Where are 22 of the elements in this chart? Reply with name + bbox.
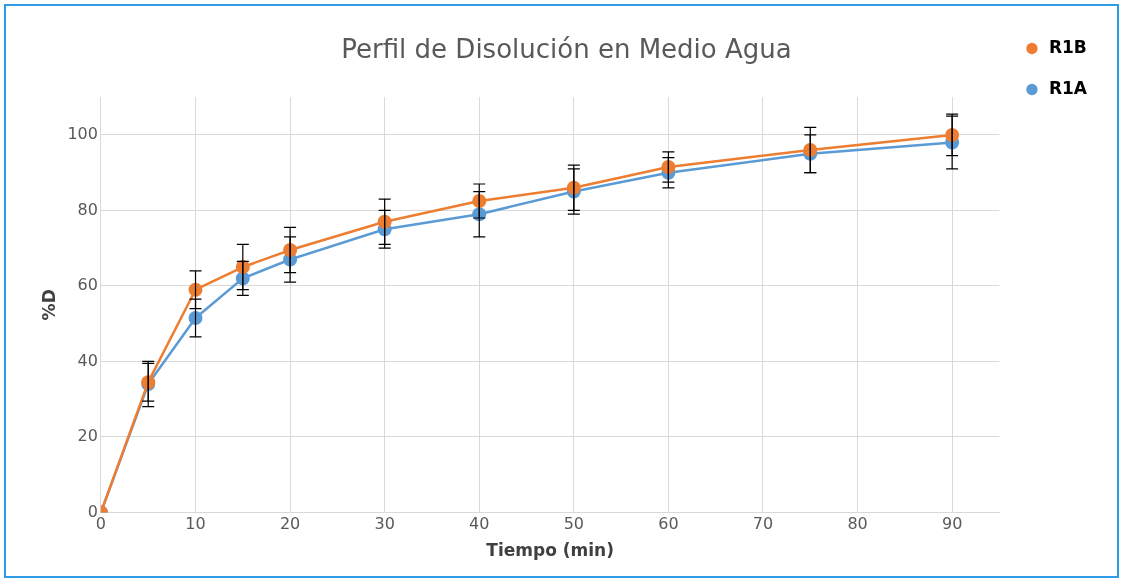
x-tick-label: 50	[563, 514, 585, 534]
x-axis-title: Tiempo (min)	[486, 540, 614, 561]
y-tick-label: 100	[67, 124, 98, 144]
point	[661, 160, 676, 175]
legend-label: R1A	[1048, 77, 1088, 98]
x-tick-label: 60	[658, 514, 679, 534]
y-tick-label: 60	[77, 275, 98, 295]
y-tick-label: 20	[77, 426, 98, 446]
x-tick-label: 10	[185, 514, 206, 534]
point	[566, 180, 581, 195]
chart-title: Perfil de Disolución en Medio Agua	[341, 34, 792, 65]
y-tick-label: 40	[77, 350, 98, 370]
x-tick-label: 20	[279, 514, 301, 534]
x-tick-label: 70	[752, 514, 774, 534]
y-axis-title: %D	[38, 289, 59, 321]
x-tick-label: 30	[374, 514, 395, 534]
x-tick-label: 40	[469, 514, 490, 534]
y-tick-label: 80	[77, 199, 98, 219]
legend-label: R1B	[1048, 36, 1087, 57]
x-tick-label: 90	[941, 514, 963, 534]
x-tick-label: 80	[847, 514, 868, 534]
y-tick-label: 0	[87, 501, 98, 521]
